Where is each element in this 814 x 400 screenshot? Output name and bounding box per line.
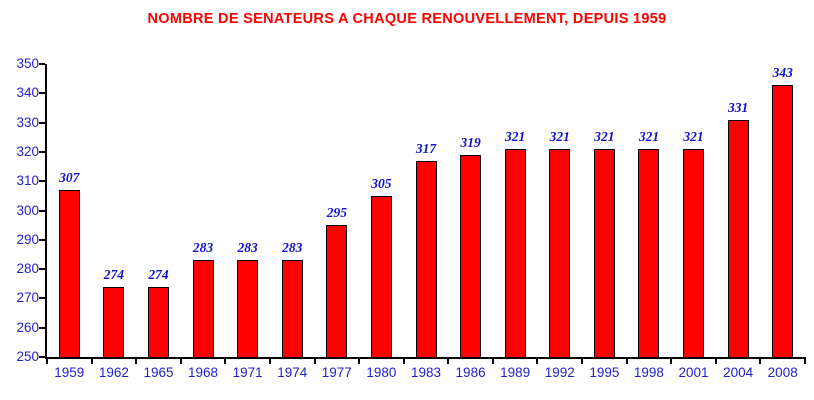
bar-value-label: 321 [594,128,615,144]
y-tick [39,121,45,124]
x-tick [804,357,806,364]
y-axis-label: 310 [16,173,39,189]
x-tick [581,357,584,364]
bar-value-label: 319 [460,134,481,150]
bar-value-label: 321 [638,128,660,144]
y-tick [39,209,45,212]
bar [727,119,749,357]
x-tick [224,357,227,364]
y-tick [39,326,45,329]
x-tick [268,357,271,364]
y-axis-label: 330 [16,114,39,130]
x-axis-label: 1962 [98,365,129,380]
y-tick [39,297,45,300]
x-axis-label: 1995 [589,365,620,380]
y-axis-label: 290 [16,231,39,247]
bar [147,286,169,357]
x-axis-label: 2001 [678,365,709,380]
bar [326,225,348,357]
bar-value-label: 283 [282,240,303,256]
x-axis-label: 1989 [500,365,531,380]
x-axis-label: 1971 [232,365,263,380]
x-axis-label: 1974 [277,365,308,380]
bar [772,84,794,357]
bar-value-label: 343 [772,64,793,80]
y-axis-label: 270 [16,290,39,306]
bar [103,286,125,357]
y-tick [39,268,45,271]
x-tick [714,357,717,364]
bar-value-label: 305 [371,175,392,191]
y-tick [39,92,45,95]
bar-value-label: 295 [326,205,347,221]
bar-value-label: 321 [505,128,526,144]
y-tick [39,150,45,153]
x-tick [46,357,48,364]
y-axis-label: 260 [16,319,39,335]
bar [549,148,571,357]
x-axis-label: 1968 [188,365,219,380]
x-axis-label: 1998 [633,365,664,380]
y-axis-label: 320 [16,143,39,159]
x-axis-label: 2004 [723,365,754,380]
bar [415,160,437,357]
bar [58,190,80,357]
bar-value-label: 274 [148,266,169,282]
bar-value-label: 321 [549,128,570,144]
y-tick [39,63,45,65]
bar [281,260,303,357]
x-axis-label: 2008 [767,365,798,380]
x-axis-label: 1965 [143,365,174,380]
bar-value-label: 307 [59,170,80,185]
y-tick [39,238,45,241]
x-tick [313,357,316,364]
bar [192,260,214,357]
bar-value-label: 274 [103,266,124,282]
x-tick [759,357,762,364]
x-tick [536,357,539,364]
y-tick [39,356,45,358]
x-tick [90,357,93,364]
x-tick [625,357,628,364]
x-axis-label: 1986 [455,365,486,380]
bar-value-label: 283 [237,240,258,256]
x-axis-label: 1959 [54,365,85,380]
x-axis-label: 1983 [410,365,442,380]
x-tick [179,357,182,364]
y-axis-label: 350 [16,56,39,71]
bar [370,195,392,357]
y-axis-label: 250 [16,349,39,364]
x-tick [447,357,450,364]
y-axis-label: 340 [16,85,39,101]
y-axis-label: 300 [16,202,39,218]
bar [683,148,705,357]
x-tick [135,357,138,364]
bar [593,148,615,357]
x-axis-label: 1980 [366,365,397,380]
bar-value-label: 283 [192,240,214,256]
x-tick [491,357,494,364]
bar [638,148,660,357]
chart-title: NOMBRE DE SENATEURS A CHAQUE RENOUVELLEM… [147,11,667,27]
bar [460,154,482,357]
bar-value-label: 331 [727,99,749,115]
x-tick [670,357,673,364]
bar-value-label: 321 [683,128,704,144]
plot-area: 250 260 270 280 290 300 310 320 330 340 350 307 1959… [16,56,806,380]
bar [237,260,259,357]
x-tick [402,357,405,364]
bar [504,148,526,357]
x-axis-label: 1992 [544,365,575,380]
y-tick [39,180,45,183]
x-axis-label: 1977 [321,365,352,380]
y-axis-label: 280 [16,261,39,277]
bar-value-label: 317 [415,140,437,156]
x-tick [358,357,361,364]
